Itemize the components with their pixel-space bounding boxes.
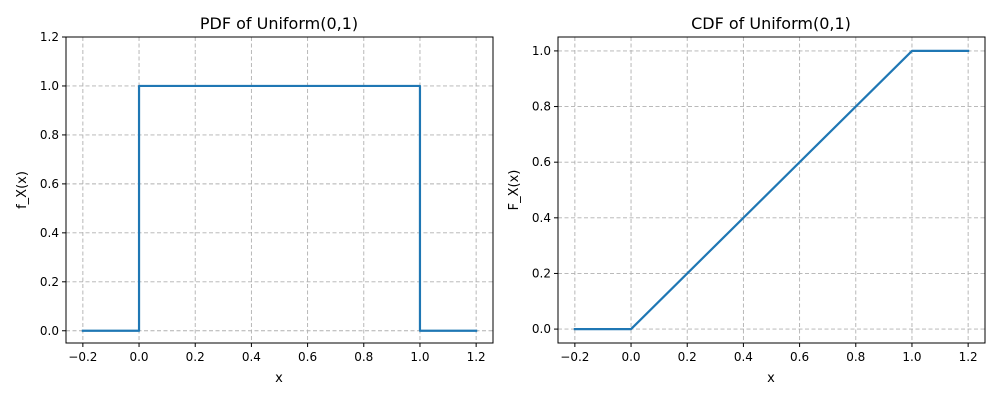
cdf-chart-title: CDF of Uniform(0,1) <box>691 14 851 33</box>
pdf-x-tick-label: 0.4 <box>242 350 261 364</box>
cdf-y-tick-label: 0.2 <box>532 266 551 280</box>
pdf-y-tick-label: 1.0 <box>40 79 59 93</box>
cdf-y-axis-label: F_X(x) <box>507 170 522 211</box>
pdf-y-tick-label: 0.0 <box>40 324 59 338</box>
pdf-y-tick-label: 0.8 <box>40 128 59 142</box>
cdf-x-tick-label: 1.2 <box>959 350 978 364</box>
cdf-y-tick-label: 0.0 <box>532 322 551 336</box>
cdf-x-tick-label: 0.6 <box>790 350 809 364</box>
pdf-x-axis-label: x <box>275 371 283 386</box>
cdf-y-tick-label: 0.4 <box>532 211 551 225</box>
cdf-x-tick-label: 0.2 <box>678 350 697 364</box>
pdf-x-tick-label: 1.2 <box>467 350 486 364</box>
pdf-y-tick-label: 0.2 <box>40 275 59 289</box>
pdf-y-tick-label: 0.6 <box>40 177 59 191</box>
pdf-x-tick-label: −0.2 <box>68 350 97 364</box>
pdf-y-tick-label: 0.4 <box>40 226 59 240</box>
cdf-x-tick-label: 0.8 <box>846 350 865 364</box>
pdf-plot-frame <box>65 36 494 344</box>
cdf-x-tick-label: −0.2 <box>560 350 589 364</box>
pdf-x-tick-label: 0.8 <box>354 350 373 364</box>
pdf-chart-title: PDF of Uniform(0,1) <box>200 14 358 33</box>
cdf-series-line <box>573 49 970 331</box>
cdf-plot-frame <box>557 36 986 344</box>
cdf-x-tick-label: 1.0 <box>902 350 921 364</box>
pdf-chart-panel: PDF of Uniform(0,1) x f_X(x) −0.2 0.0 0.2 0… <box>15 14 494 386</box>
pdf-y-axis-label: f_X(x) <box>15 171 30 209</box>
cdf-y-tick-label: 0.8 <box>532 100 551 114</box>
cdf-x-axis-label: x <box>767 371 775 386</box>
cdf-x-tick-label: 0.0 <box>621 350 640 364</box>
cdf-chart-panel: CDF of Uniform(0,1) x F_X(x) −0.2 0.0 0.2 0… <box>507 14 986 386</box>
pdf-x-tick-label: 0.0 <box>129 350 148 364</box>
pdf-x-tick-label: 1.0 <box>410 350 429 364</box>
cdf-y-tick-label: 1.0 <box>532 44 551 58</box>
pdf-series-line <box>81 84 478 332</box>
cdf-y-tick-label: 0.6 <box>532 155 551 169</box>
cdf-x-tick-label: 0.4 <box>734 350 753 364</box>
pdf-x-tick-label: 0.6 <box>298 350 317 364</box>
pdf-y-tick-label: 1.2 <box>40 30 59 44</box>
pdf-x-tick-label: 0.2 <box>186 350 205 364</box>
